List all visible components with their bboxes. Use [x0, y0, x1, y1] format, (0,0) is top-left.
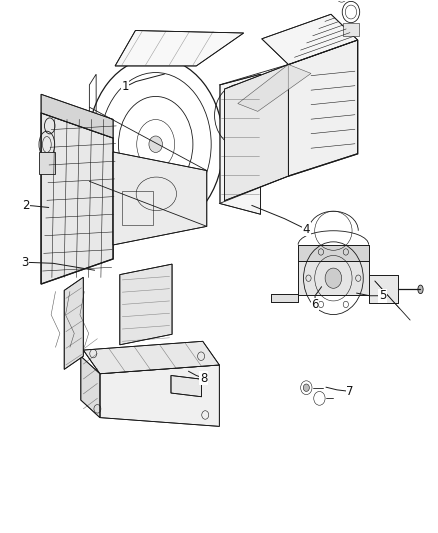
Polygon shape [64, 277, 83, 369]
Ellipse shape [418, 285, 423, 294]
Polygon shape [343, 22, 359, 36]
Polygon shape [298, 245, 369, 262]
Polygon shape [369, 276, 398, 303]
Ellipse shape [325, 268, 342, 288]
Polygon shape [120, 264, 172, 345]
Text: 3: 3 [21, 256, 28, 269]
Text: 8: 8 [200, 372, 208, 385]
Polygon shape [271, 294, 298, 302]
Polygon shape [224, 64, 288, 201]
Text: 1: 1 [121, 80, 129, 93]
Text: 6: 6 [311, 298, 319, 311]
Polygon shape [41, 94, 113, 138]
Polygon shape [262, 14, 357, 64]
Text: 7: 7 [346, 385, 354, 398]
Ellipse shape [149, 136, 162, 152]
Polygon shape [298, 262, 369, 295]
Polygon shape [288, 40, 357, 176]
Polygon shape [171, 375, 201, 397]
Ellipse shape [303, 384, 309, 391]
Text: 4: 4 [303, 223, 310, 236]
Polygon shape [39, 152, 55, 174]
Text: 5: 5 [379, 289, 386, 302]
Polygon shape [115, 30, 244, 66]
Polygon shape [113, 152, 207, 245]
Polygon shape [83, 341, 219, 374]
Text: 2: 2 [22, 199, 30, 212]
Polygon shape [100, 365, 219, 426]
Polygon shape [220, 74, 261, 214]
Polygon shape [238, 64, 311, 111]
Polygon shape [41, 113, 113, 284]
Polygon shape [81, 356, 100, 418]
